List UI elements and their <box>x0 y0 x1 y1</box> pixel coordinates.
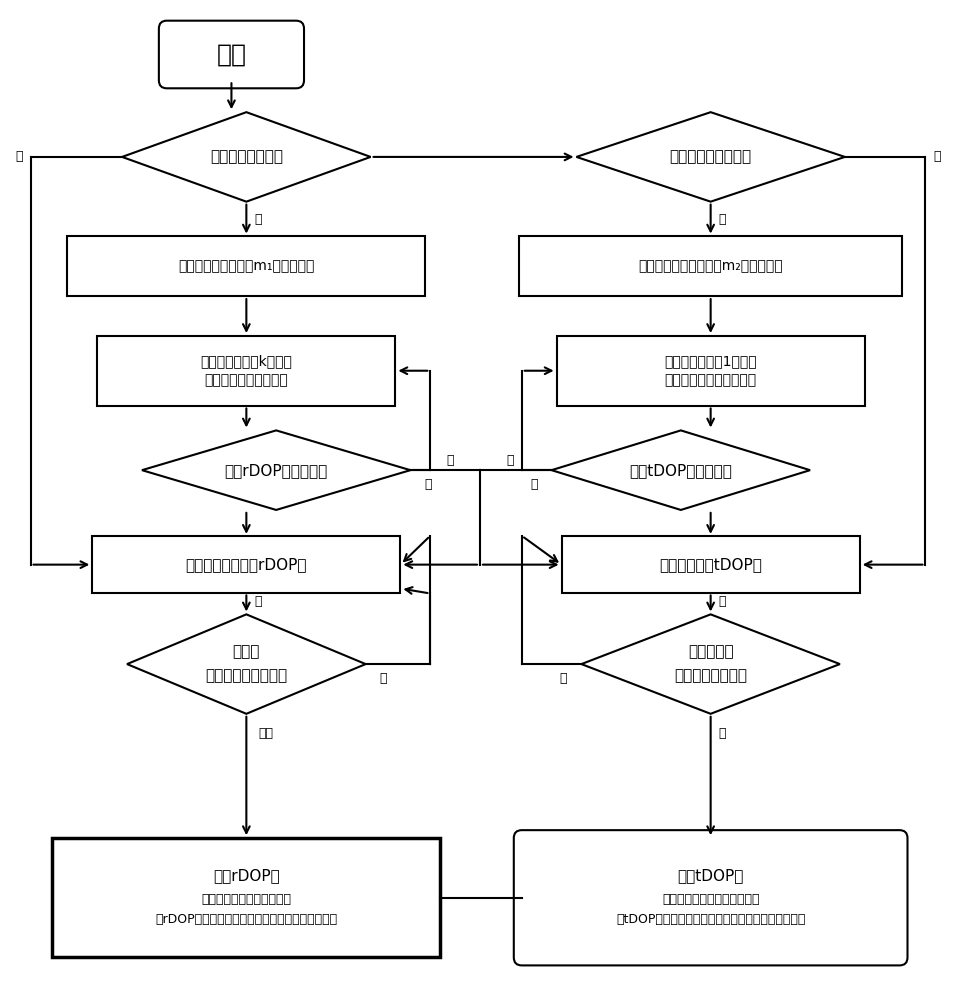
Text: 计算此方案的tDOP值: 计算此方案的tDOP值 <box>659 557 762 572</box>
Text: 开始: 开始 <box>216 42 247 66</box>
Text: 是: 是 <box>506 454 514 467</box>
Text: 判断tDOP值是否最小: 判断tDOP值是否最小 <box>630 463 732 478</box>
Text: 靶最佳布设方案吗？: 靶最佳布设方案吗？ <box>206 669 287 684</box>
Text: （tDOP值最小所对应的方案为最佳扫描仪架设方案）: （tDOP值最小所对应的方案为最佳扫描仪架设方案） <box>616 913 806 926</box>
Text: 不需: 不需 <box>258 727 274 740</box>
Text: （扫描仪布设的质量评估值）: （扫描仪布设的质量评估值） <box>662 893 760 906</box>
Bar <box>557 336 865 406</box>
Bar <box>98 336 395 406</box>
Text: （rDOP值最小所对应的方案为最佳标靶布设方案）: （rDOP值最小所对应的方案为最佳标靶布设方案） <box>155 913 338 926</box>
Polygon shape <box>582 614 840 714</box>
Text: 需找标: 需找标 <box>233 645 260 660</box>
FancyBboxPatch shape <box>514 830 907 965</box>
Text: 是: 是 <box>934 150 941 163</box>
Text: 是: 是 <box>446 454 454 467</box>
Text: 从各选位置中选k个位置: 从各选位置中选k个位置 <box>200 354 292 368</box>
Text: 作为一种扫描仪架设方案: 作为一种扫描仪架设方案 <box>664 374 757 388</box>
Text: 从各选位置中选1个位置: 从各选位置中选1个位置 <box>664 354 757 368</box>
Text: 是: 是 <box>15 150 22 163</box>
Text: 确定适合布设标靶的m₁个备选位置: 确定适合布设标靶的m₁个备选位置 <box>178 259 315 273</box>
Polygon shape <box>122 112 370 202</box>
Text: 计算此布设方案的rDOP值: 计算此布设方案的rDOP值 <box>186 557 307 572</box>
Text: 是: 是 <box>560 672 568 685</box>
Text: （标靶分布的质量评估值）: （标靶分布的质量评估值） <box>201 893 291 906</box>
Text: 否: 否 <box>255 213 262 226</box>
Text: 确定适合架设扫描仪的m₂个备选位置: 确定适合架设扫描仪的m₂个备选位置 <box>638 259 783 273</box>
Polygon shape <box>142 430 411 510</box>
Text: 输出tDOP值: 输出tDOP值 <box>678 868 744 883</box>
Text: 扫描仪位置是否已知: 扫描仪位置是否已知 <box>670 149 751 164</box>
Bar <box>520 236 902 296</box>
Text: 否: 否 <box>425 478 432 491</box>
Bar <box>53 838 440 957</box>
Text: 标靶位置是否已知: 标靶位置是否已知 <box>210 149 283 164</box>
Text: 是: 是 <box>719 595 726 608</box>
Bar <box>67 236 425 296</box>
Text: 否: 否 <box>530 478 538 491</box>
Text: 否: 否 <box>719 213 726 226</box>
Text: 最佳架设方案吗？: 最佳架设方案吗？ <box>674 669 747 684</box>
Text: 需: 需 <box>380 672 388 685</box>
Text: 否: 否 <box>719 727 726 740</box>
FancyBboxPatch shape <box>159 21 304 88</box>
Polygon shape <box>127 614 366 714</box>
Polygon shape <box>551 430 810 510</box>
Bar <box>562 536 859 593</box>
Polygon shape <box>576 112 845 202</box>
Text: 需: 需 <box>255 595 262 608</box>
Text: 判断rDOP值是否最小: 判断rDOP值是否最小 <box>225 463 328 478</box>
Text: 作为一种标靶布设方案: 作为一种标靶布设方案 <box>205 374 288 388</box>
Text: 需找扫描仪: 需找扫描仪 <box>688 645 733 660</box>
Bar <box>92 536 400 593</box>
Text: 输出rDOP值: 输出rDOP值 <box>213 868 279 883</box>
